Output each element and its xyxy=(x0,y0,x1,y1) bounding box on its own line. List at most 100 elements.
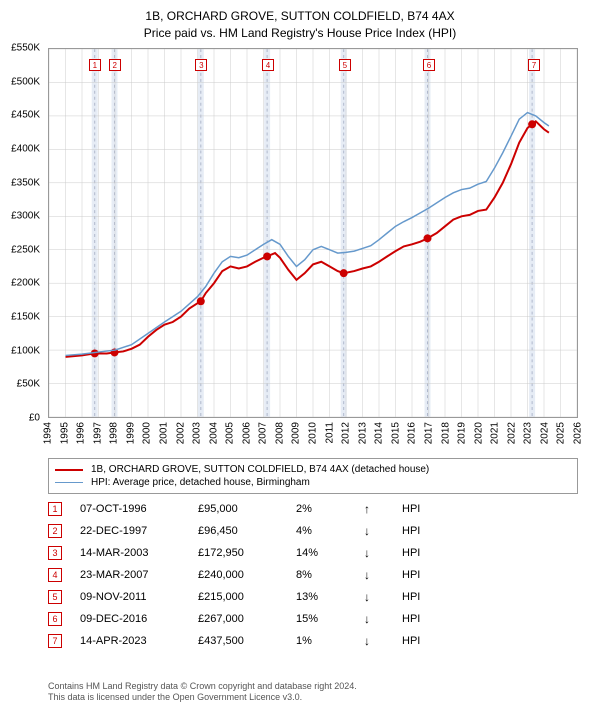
event-price: £215,000 xyxy=(198,591,278,603)
event-price: £95,000 xyxy=(198,503,278,515)
x-tick-label: 2009 xyxy=(291,422,302,444)
y-tick-label: £100K xyxy=(11,345,40,356)
event-hpi-label: HPI xyxy=(402,591,420,603)
x-tick-label: 2013 xyxy=(357,422,368,444)
title-line-2: Price paid vs. HM Land Registry's House … xyxy=(0,25,600,42)
event-date: 09-NOV-2011 xyxy=(80,591,180,603)
event-price: £172,950 xyxy=(198,547,278,559)
event-price: £96,450 xyxy=(198,525,278,537)
x-tick-label: 1994 xyxy=(43,422,54,444)
event-date: 07-OCT-1996 xyxy=(80,503,180,515)
legend-label: HPI: Average price, detached house, Birm… xyxy=(91,477,310,488)
event-marker: 3 xyxy=(48,546,62,560)
y-tick-label: £500K xyxy=(11,76,40,87)
event-hpi-label: HPI xyxy=(402,569,420,581)
x-tick-label: 2008 xyxy=(274,422,285,444)
x-tick-label: 2004 xyxy=(208,422,219,444)
x-tick-label: 2020 xyxy=(473,422,484,444)
y-tick-label: £350K xyxy=(11,177,40,188)
x-tick-label: 2015 xyxy=(390,422,401,444)
arrow-down-icon: ↓ xyxy=(364,634,384,648)
x-tick-label: 1997 xyxy=(92,422,103,444)
x-tick-label: 2012 xyxy=(341,422,352,444)
event-hpi-label: HPI xyxy=(402,613,420,625)
legend-label: 1B, ORCHARD GROVE, SUTTON COLDFIELD, B74… xyxy=(91,464,429,475)
arrow-down-icon: ↓ xyxy=(364,568,384,582)
event-date: 14-MAR-2003 xyxy=(80,547,180,559)
event-marker: 5 xyxy=(48,590,62,604)
event-hpi-label: HPI xyxy=(402,525,420,537)
event-marker: 2 xyxy=(48,524,62,538)
event-hpi-label: HPI xyxy=(402,503,420,515)
chart-event-marker: 5 xyxy=(339,59,351,71)
event-pct: 2% xyxy=(296,503,346,515)
events-table: 1 07-OCT-1996 £95,000 2% ↑ HPI 2 22-DEC-1997 £96… xyxy=(48,498,578,652)
event-pct: 4% xyxy=(296,525,346,537)
event-marker: 1 xyxy=(48,502,62,516)
event-price: £267,000 xyxy=(198,613,278,625)
legend-row: 1B, ORCHARD GROVE, SUTTON COLDFIELD, B74… xyxy=(55,463,571,476)
y-axis-labels: £0£50K£100K£150K£200K£250K£300K£350K£400… xyxy=(4,48,44,418)
y-tick-label: £0 xyxy=(29,413,40,424)
footer-attribution: Contains HM Land Registry data © Crown c… xyxy=(48,681,578,704)
x-tick-label: 1995 xyxy=(59,422,70,444)
x-tick-label: 2019 xyxy=(457,422,468,444)
y-tick-label: £200K xyxy=(11,278,40,289)
event-row: 609-DEC-2016£267,00015%↓HPI xyxy=(48,608,578,630)
y-tick-label: £300K xyxy=(11,211,40,222)
event-hpi-label: HPI xyxy=(402,547,420,559)
x-tick-label: 2025 xyxy=(556,422,567,444)
chart-svg xyxy=(49,49,577,417)
footer-line-2: This data is licensed under the Open Gov… xyxy=(48,692,578,704)
y-tick-label: £250K xyxy=(11,244,40,255)
legend-row: HPI: Average price, detached house, Birm… xyxy=(55,476,571,489)
y-tick-label: £550K xyxy=(11,43,40,54)
legend-swatch xyxy=(55,469,83,471)
x-tick-label: 2011 xyxy=(324,422,335,444)
arrow-down-icon: ↓ xyxy=(364,590,384,604)
x-axis-labels: 1994199519961997199819992000200120022003… xyxy=(48,420,578,454)
x-tick-label: 2018 xyxy=(440,422,451,444)
footer-line-1: Contains HM Land Registry data © Crown c… xyxy=(48,681,578,693)
arrow-up-icon: ↑ xyxy=(364,502,384,516)
arrow-down-icon: ↓ xyxy=(364,546,384,560)
x-tick-label: 2002 xyxy=(175,422,186,444)
chart-event-marker: 3 xyxy=(195,59,207,71)
x-tick-label: 2007 xyxy=(258,422,269,444)
y-tick-label: £150K xyxy=(11,312,40,323)
chart-event-marker: 2 xyxy=(109,59,121,71)
arrow-down-icon: ↓ xyxy=(364,524,384,538)
title-line-1: 1B, ORCHARD GROVE, SUTTON COLDFIELD, B74… xyxy=(0,8,600,25)
y-tick-label: £400K xyxy=(11,143,40,154)
x-tick-label: 2006 xyxy=(241,422,252,444)
event-pct: 8% xyxy=(296,569,346,581)
chart-title: 1B, ORCHARD GROVE, SUTTON COLDFIELD, B74… xyxy=(0,0,600,42)
event-row: 1 07-OCT-1996 £95,000 2% ↑ HPI xyxy=(48,498,578,520)
event-pct: 14% xyxy=(296,547,346,559)
x-tick-label: 2024 xyxy=(539,422,550,444)
x-tick-label: 2022 xyxy=(506,422,517,444)
x-tick-label: 1998 xyxy=(109,422,120,444)
x-tick-label: 1996 xyxy=(76,422,87,444)
x-tick-label: 2014 xyxy=(374,422,385,444)
event-price: £437,500 xyxy=(198,635,278,647)
x-tick-label: 2003 xyxy=(192,422,203,444)
x-tick-label: 2010 xyxy=(308,422,319,444)
event-date: 23-MAR-2007 xyxy=(80,569,180,581)
x-tick-label: 2021 xyxy=(490,422,501,444)
event-date: 22-DEC-1997 xyxy=(80,525,180,537)
event-pct: 1% xyxy=(296,635,346,647)
x-tick-label: 2023 xyxy=(523,422,534,444)
event-marker: 6 xyxy=(48,612,62,626)
legend-swatch xyxy=(55,482,83,483)
event-row: 509-NOV-2011£215,00013%↓HPI xyxy=(48,586,578,608)
x-tick-label: 2026 xyxy=(573,422,584,444)
event-row: 714-APR-2023£437,5001%↓HPI xyxy=(48,630,578,652)
event-marker: 4 xyxy=(48,568,62,582)
x-tick-label: 2000 xyxy=(142,422,153,444)
x-tick-label: 2005 xyxy=(225,422,236,444)
x-tick-label: 2017 xyxy=(423,422,434,444)
x-tick-label: 2016 xyxy=(407,422,418,444)
event-price: £240,000 xyxy=(198,569,278,581)
chart-plot-area: 1234567 xyxy=(48,48,578,418)
